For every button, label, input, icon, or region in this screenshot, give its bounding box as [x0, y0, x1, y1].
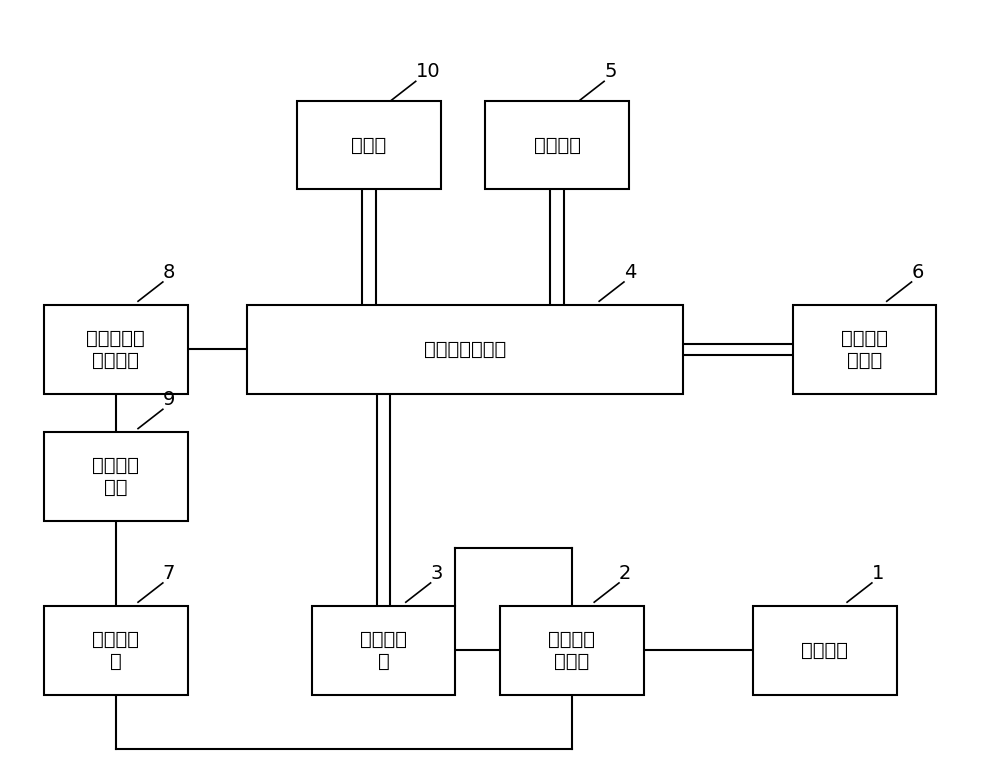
Text: 6: 6 [912, 263, 924, 282]
Text: 2: 2 [619, 564, 631, 583]
Bar [312, 606, 455, 695]
Text: 8: 8 [163, 263, 175, 282]
Bar [247, 305, 683, 394]
Text: 4: 4 [624, 263, 636, 282]
Text: 底盘电池: 底盘电池 [801, 641, 848, 660]
Bar [500, 606, 644, 695]
Text: 底盘高压
配电盒: 底盘高压 配电盒 [548, 630, 595, 671]
Bar [44, 432, 188, 521]
Text: 9: 9 [163, 390, 175, 410]
Text: 充电口: 充电口 [351, 136, 386, 154]
Bar [793, 305, 936, 394]
Bar [44, 305, 188, 394]
Text: 上装电池: 上装电池 [534, 136, 581, 154]
Text: 上装总控
制器: 上装总控 制器 [92, 456, 139, 498]
Text: 底盘控制
器: 底盘控制 器 [92, 630, 139, 671]
Text: 3: 3 [431, 564, 443, 583]
Text: 7: 7 [163, 564, 175, 583]
Bar [297, 101, 440, 190]
Text: 集成控制
器总成: 集成控制 器总成 [841, 329, 888, 370]
Text: 1: 1 [872, 564, 884, 583]
Text: 5: 5 [604, 62, 617, 81]
Text: 高压转换
器: 高压转换 器 [360, 630, 407, 671]
Bar [44, 606, 188, 695]
Text: 10: 10 [416, 62, 440, 81]
Bar [753, 606, 897, 695]
Bar [485, 101, 629, 190]
Text: 上装高压配电盒: 上装高压配电盒 [424, 340, 506, 359]
Text: 上装电池管
理控制器: 上装电池管 理控制器 [86, 329, 145, 370]
